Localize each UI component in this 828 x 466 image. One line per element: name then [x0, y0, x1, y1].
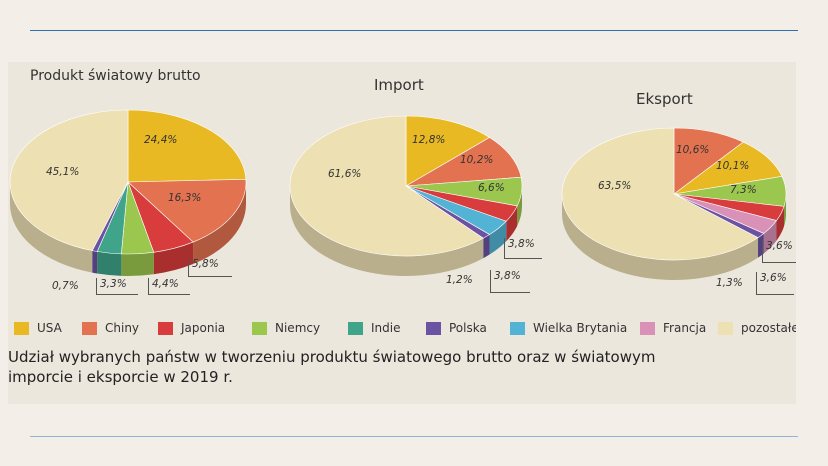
label-export-japonia: 3,6% [762, 240, 796, 263]
chart-title-import: Import [374, 76, 424, 94]
pie-side-japonia [153, 242, 194, 275]
pie-slice-usa [673, 141, 783, 195]
label-gdp-usa: 24,4% [144, 134, 178, 146]
legend-swatch [158, 321, 173, 335]
pie-side-niemcy [784, 194, 786, 227]
label-gdp-polska: 0,7% [52, 280, 79, 292]
legend-item-chiny: Chiny [82, 321, 139, 335]
legend-swatch [82, 321, 97, 335]
pie-slice-chiny [405, 137, 522, 187]
top-divider [30, 30, 798, 31]
legend-item-wielka-brytania: Wielka Brytania [510, 321, 627, 335]
pie-side-niemcy [517, 186, 522, 226]
legend-item-pozostale: pozostałe [718, 321, 796, 335]
label-import-niemcy: 6,6% [478, 182, 505, 194]
pie-side-pozostałe [562, 194, 759, 280]
pie-side-polska [92, 250, 98, 274]
legend-item-indie: Indie [348, 321, 400, 335]
pie-side-japonia [506, 205, 518, 242]
label-import-pozostale: 61,6% [328, 168, 362, 180]
legend: USA Chiny Japonia Niemcy Indie Polska Wi… [14, 321, 796, 341]
pie-side-japonia [776, 206, 785, 241]
chart-title-gdp: Produkt światowy brutto [30, 68, 201, 84]
pie-side-pozostałe [290, 186, 484, 276]
chart-title-export: Eksport [636, 90, 693, 108]
bottom-divider [30, 436, 798, 437]
label-gdp-niemcy: 4,4% [148, 278, 190, 295]
legend-item-francja: Francja [640, 321, 706, 335]
pie-side-indie [97, 251, 122, 276]
label-gdp-indie: 3,3% [96, 278, 138, 295]
pie-side-polska [483, 234, 490, 259]
label-gdp-japonia: 5,8% [188, 258, 232, 277]
pie-side-wielka-brytania [489, 221, 507, 255]
label-export-francja: 3,6% [756, 272, 794, 295]
pie-side-pozostałe [10, 182, 93, 273]
label-import-usa: 12,8% [412, 134, 446, 146]
pie-slice-usa [127, 109, 247, 183]
label-import-chiny: 10,2% [460, 154, 494, 166]
pie-side-chiny [193, 182, 246, 265]
pie-slice-chiny [673, 127, 744, 195]
pie-slice-pozostałe [289, 115, 484, 257]
pie-slice-pozostałe [9, 109, 129, 251]
label-import-japonia: 3,8% [504, 238, 542, 259]
textbook-figure: Produkt światowy brutto Import Eksport 2… [8, 62, 796, 404]
pie-side-francja [763, 220, 777, 254]
label-gdp-chiny: 16,3% [168, 192, 202, 204]
figure-caption: Udział wybranych państw w tworzeniu prod… [8, 348, 656, 386]
label-export-niemcy: 7,3% [730, 184, 757, 196]
pie-slice-pozostałe [561, 127, 759, 261]
legend-item-usa: USA [14, 321, 62, 335]
label-import-polska: 1,2% [446, 274, 473, 286]
legend-item-niemcy: Niemcy [252, 321, 320, 335]
legend-swatch [640, 321, 655, 335]
label-import-wielka-brytania: 3,8% [490, 270, 530, 293]
legend-swatch [348, 321, 363, 335]
pie-charts [9, 109, 787, 280]
legend-swatch [14, 321, 29, 335]
label-export-pozostale: 63,5% [598, 180, 632, 192]
legend-item-japonia: Japonia [158, 321, 225, 335]
label-export-polska: 1,3% [716, 277, 743, 289]
pie-slice-chiny [127, 178, 247, 243]
label-export-chiny: 10,6% [676, 144, 710, 156]
pie-slice-usa [405, 115, 491, 187]
legend-swatch [718, 321, 733, 335]
legend-item-polska: Polska [426, 321, 487, 335]
legend-swatch [252, 321, 267, 335]
label-gdp-pozostale: 45,1% [46, 166, 80, 178]
label-export-usa: 10,1% [716, 160, 750, 172]
pie-side-niemcy [121, 252, 154, 276]
legend-swatch [426, 321, 441, 335]
legend-swatch [510, 321, 525, 335]
